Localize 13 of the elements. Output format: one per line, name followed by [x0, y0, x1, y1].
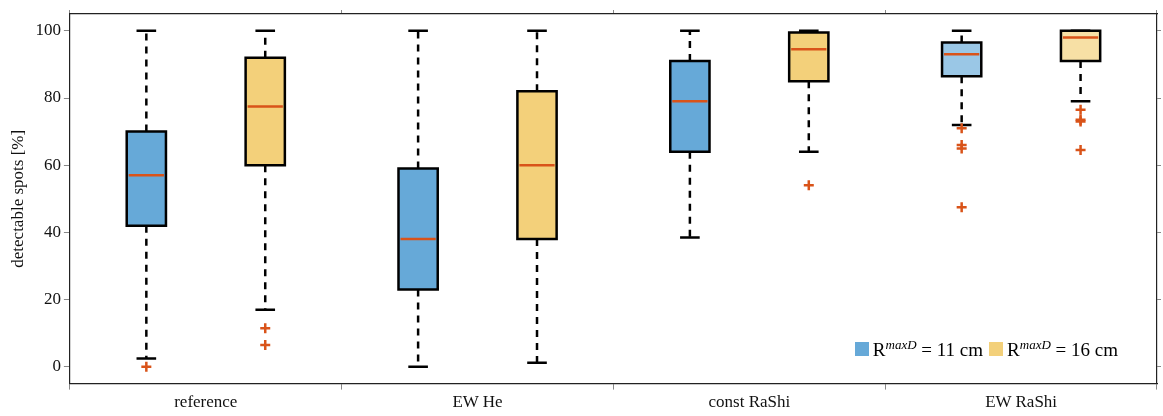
legend-label: R$^{maxD}$ = 16 cm [1007, 336, 1118, 361]
y-tick-label: 0 [52, 356, 61, 376]
x-tick-label: reference [174, 392, 238, 412]
y-tick-label: 80 [43, 87, 61, 107]
y-tick-label: 60 [43, 154, 61, 174]
x-tick-label: const RaShi [708, 392, 791, 412]
x-tick-label: EW RaShi [985, 392, 1058, 412]
y-tick-label: 20 [43, 289, 61, 309]
y-tick-label: 40 [43, 221, 61, 241]
y-tick-label: 100 [35, 20, 61, 40]
y-axis-title: detectable spots [%] [7, 129, 27, 268]
legend-label: R$^{maxD}$ = 11 cm [872, 336, 984, 361]
x-tick-label: EW He [452, 392, 503, 412]
